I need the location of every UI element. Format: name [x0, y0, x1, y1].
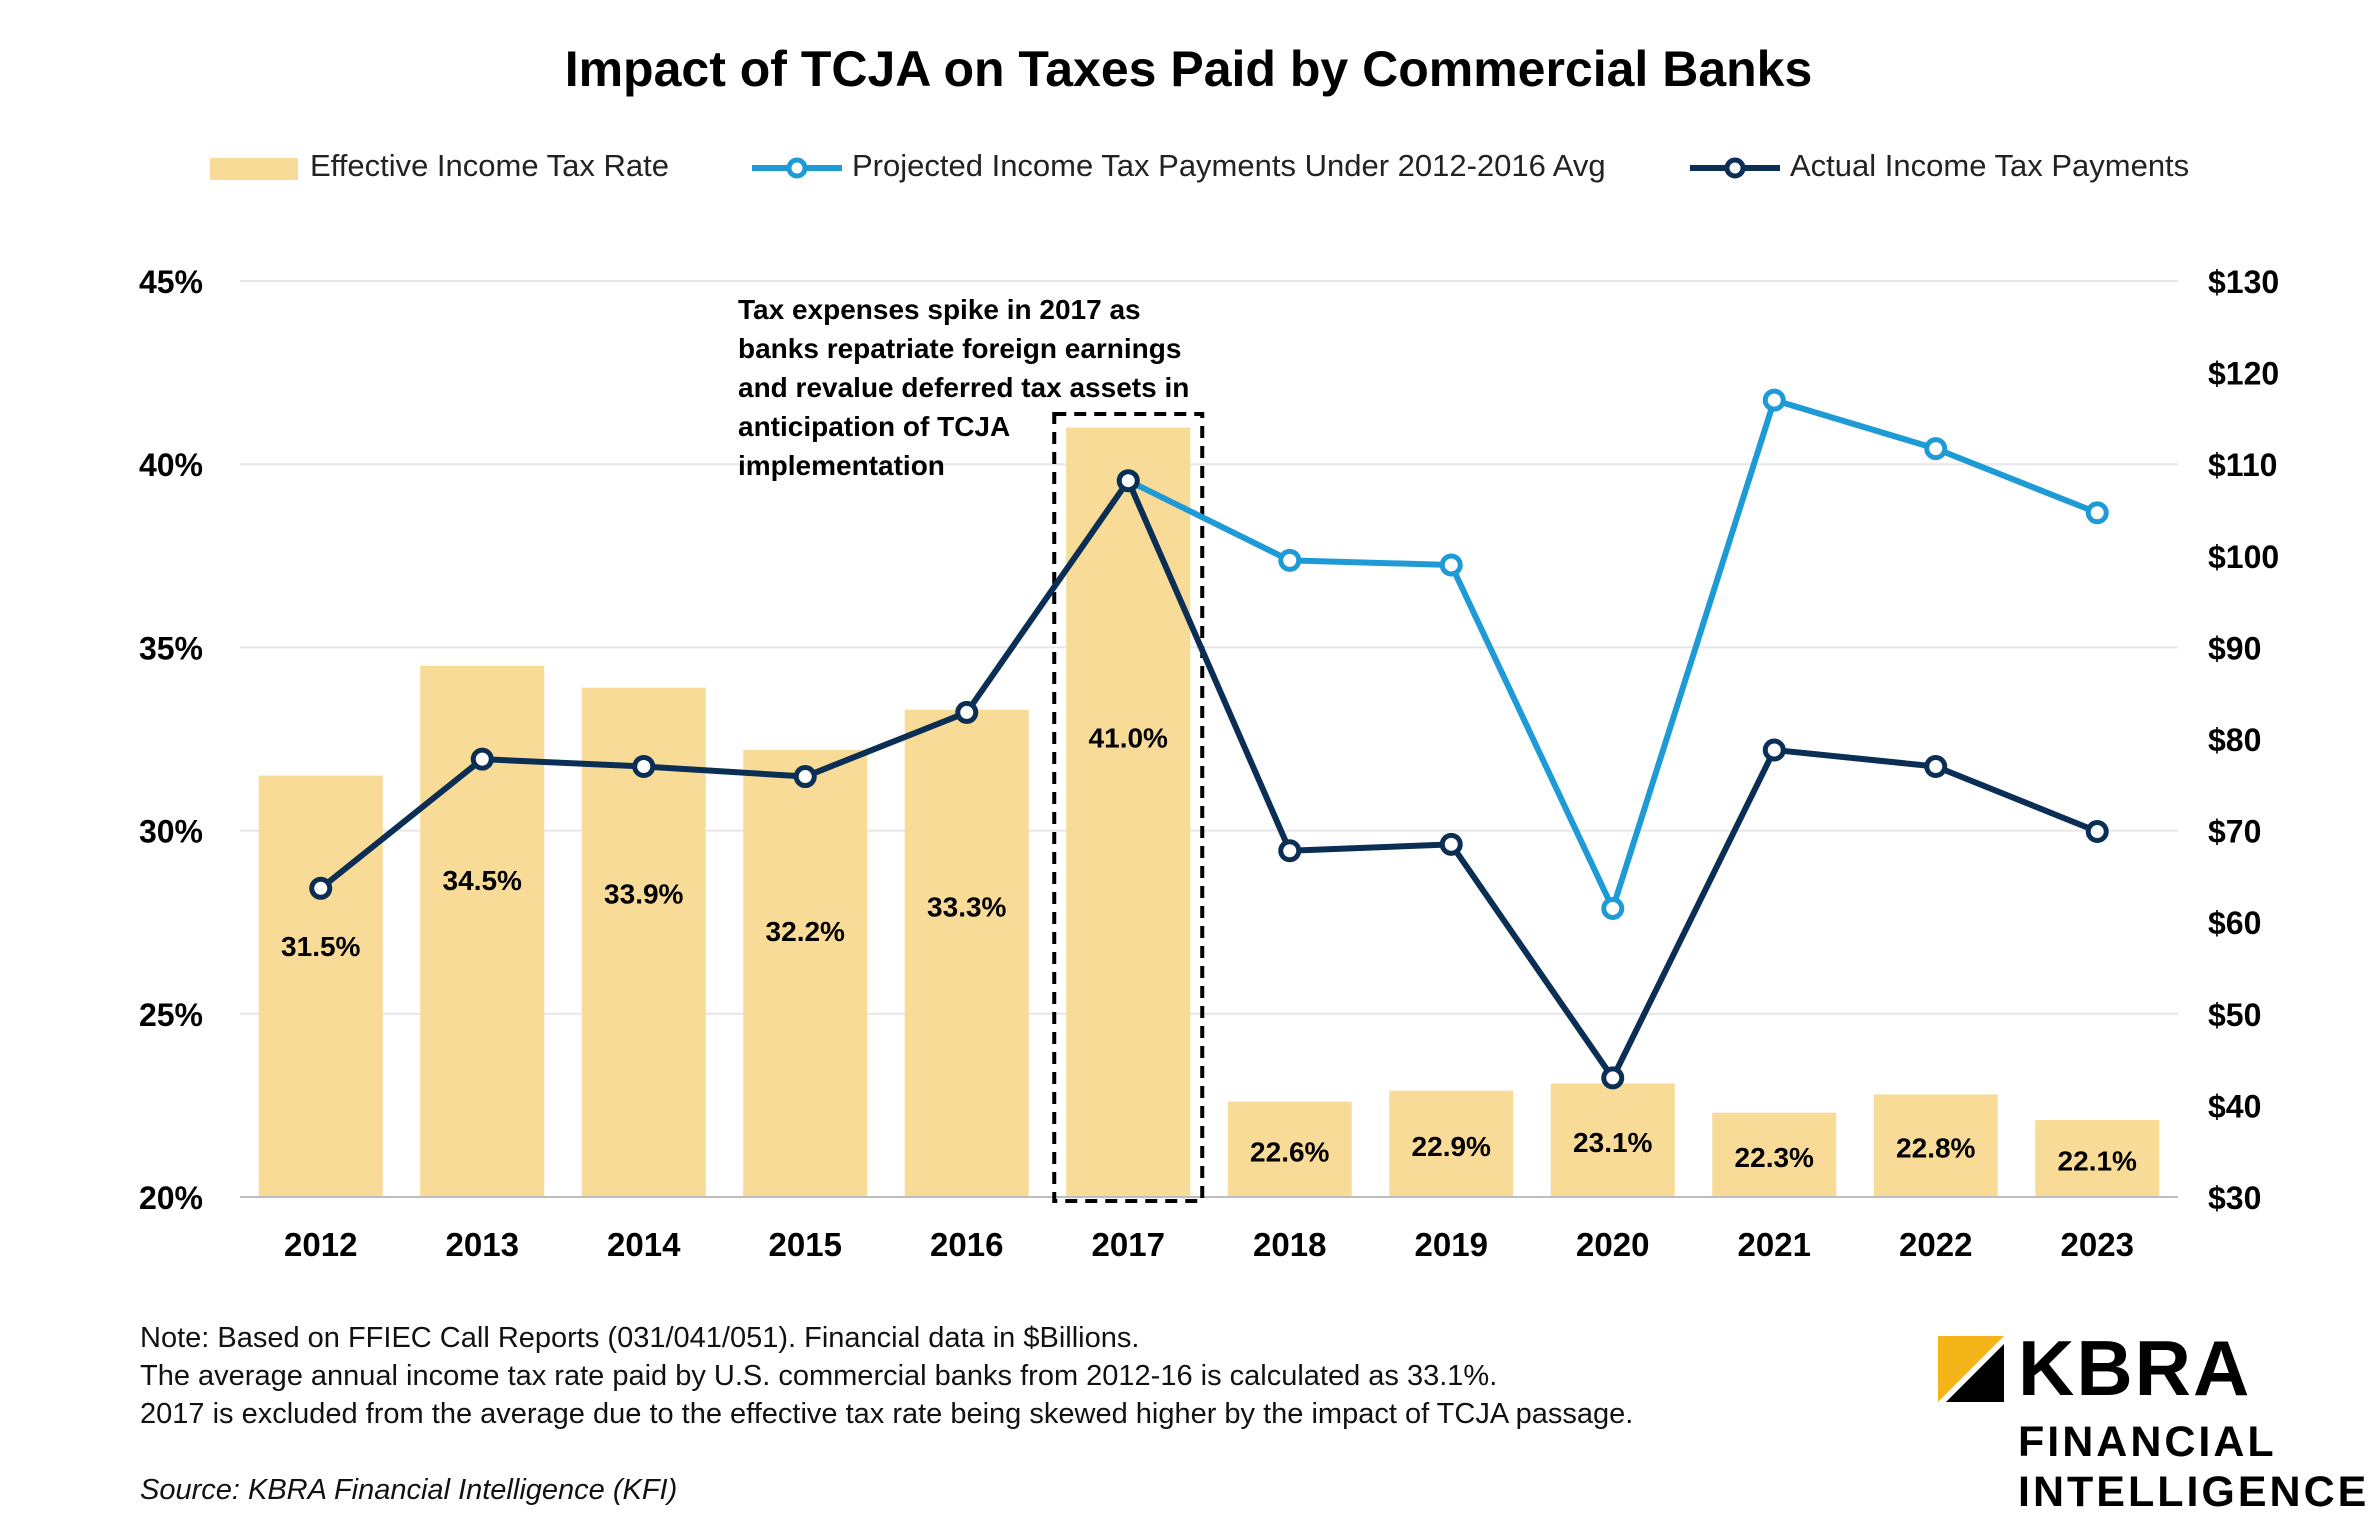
- x-tick-label: 2015: [769, 1226, 842, 1263]
- actual-point-2020: [1601, 1066, 1625, 1090]
- actual-line: [318, 477, 2099, 1081]
- legend-label-actual: Actual Income Tax Payments: [1790, 148, 2190, 183]
- annotation-2017: Tax expenses spike in 2017 as banks repa…: [738, 290, 1258, 485]
- x-tick-label: 2014: [607, 1226, 681, 1263]
- chart-title: Impact of TCJA on Taxes Paid by Commerci…: [564, 41, 1813, 97]
- y-right-tick-label: $50: [2208, 997, 2261, 1033]
- bar-2020: [1550, 1083, 1675, 1197]
- bar-value-label: 33.9%: [604, 878, 683, 909]
- y-left-tick-label: 40%: [139, 447, 203, 483]
- logo-line-intelligence: INTELLIGENCE: [2018, 1468, 2370, 1516]
- projected-point-2022: [1924, 437, 1948, 461]
- actual-point-2016: [955, 700, 979, 724]
- y-right-tick-label: $100: [2208, 539, 2279, 575]
- bar-value-label: 22.3%: [1735, 1142, 1814, 1173]
- bar-value-label: 41.0%: [1089, 722, 1168, 753]
- x-tick-label: 2018: [1253, 1226, 1326, 1263]
- x-tick-label: 2020: [1576, 1226, 1649, 1263]
- x-tick-label: 2016: [930, 1226, 1003, 1263]
- kbra-logo-icon: [1938, 1336, 2004, 1402]
- annotation-line: and revalue deferred tax assets in: [738, 372, 1190, 403]
- bar-value-label: 31.5%: [281, 931, 360, 962]
- annotation-line: Tax expenses spike in 2017 as: [738, 294, 1141, 325]
- bar-value-label: 34.5%: [443, 865, 522, 896]
- y-left-tick-label: 35%: [139, 630, 203, 666]
- logo-name: KBRA: [2018, 1324, 2252, 1412]
- bar-value-label: 22.1%: [2058, 1146, 2137, 1177]
- bar-value-label: 22.9%: [1412, 1131, 1491, 1162]
- x-tick-label: 2023: [2061, 1226, 2134, 1263]
- actual-point-2018: [1278, 839, 1302, 863]
- bar-value-label: 22.6%: [1250, 1136, 1329, 1167]
- x-tick-label: 2013: [446, 1226, 519, 1263]
- actual-point-2012: [309, 876, 333, 900]
- bar-2022: [1873, 1094, 1998, 1197]
- annotation-line: banks repatriate foreign earnings: [738, 333, 1182, 364]
- x-tick-label: 2012: [284, 1226, 357, 1263]
- bar-2018: [1227, 1101, 1352, 1197]
- y-left-tick-label: 30%: [139, 814, 203, 850]
- note-line-3: 2017 is excluded from the average due to…: [140, 1398, 1634, 1430]
- y-right-tick-label: $60: [2208, 905, 2261, 941]
- bar-2023: [2035, 1120, 2160, 1197]
- projected-point-2018: [1278, 548, 1302, 572]
- highlight-box-2017: [1052, 412, 1205, 1203]
- projected-point-2019: [1439, 553, 1463, 577]
- bar-value-label: 33.3%: [927, 892, 1006, 923]
- source-note: Source: KBRA Financial Intelligence (KFI…: [140, 1474, 678, 1506]
- annotation-line: implementation: [738, 450, 945, 481]
- legend-swatches: [210, 157, 1780, 180]
- legend-marker-projected: [786, 157, 808, 179]
- logo-line-financial: FINANCIAL: [2018, 1418, 2277, 1466]
- actual-point-2013: [470, 747, 494, 771]
- actual-point-2022: [1924, 754, 1948, 778]
- y-right-tick-label: $120: [2208, 356, 2279, 392]
- bar-2016: [904, 709, 1029, 1197]
- bar-2017: [1066, 427, 1191, 1197]
- projected-point-2021: [1762, 388, 1786, 412]
- actual-point-2014: [632, 754, 656, 778]
- y-left-tick-label: 25%: [139, 997, 203, 1033]
- legend-swatch-bar: [210, 158, 298, 180]
- x-tick-label: 2019: [1415, 1226, 1488, 1263]
- x-tick-label: 2022: [1899, 1226, 1972, 1263]
- projected-line: [1126, 397, 2099, 912]
- x-tick-label: 2017: [1092, 1226, 1165, 1263]
- y-left-tick-label: 20%: [139, 1180, 203, 1216]
- bar-2015: [743, 749, 868, 1197]
- actual-point-2023: [2085, 820, 2109, 844]
- legend-label-projected: Projected Income Tax Payments Under 2012…: [852, 148, 1606, 183]
- legend-marker-actual: [1724, 157, 1746, 179]
- bar-2021: [1712, 1112, 1837, 1197]
- y-right-tick-label: $90: [2208, 630, 2261, 666]
- y-right-tick-label: $30: [2208, 1180, 2261, 1216]
- bar-value-label: 22.8%: [1896, 1133, 1975, 1164]
- y-right-tick-label: $130: [2208, 264, 2279, 300]
- actual-point-2017: [1116, 469, 1140, 493]
- bar-2012: [258, 775, 383, 1197]
- projected-point-2023: [2085, 501, 2109, 525]
- bar-2013: [420, 665, 545, 1197]
- y-left-tick-label: 45%: [139, 264, 203, 300]
- note-line-1: Note: Based on FFIEC Call Reports (031/0…: [140, 1322, 1140, 1354]
- actual-point-2019: [1439, 832, 1463, 856]
- y-right-tick-label: $70: [2208, 814, 2261, 850]
- note-line-2: The average annual income tax rate paid …: [140, 1360, 1498, 1392]
- legend-label-bar: Effective Income Tax Rate: [310, 148, 669, 183]
- bar-value-label: 23.1%: [1573, 1127, 1652, 1158]
- bar-value-label: 32.2%: [766, 916, 845, 947]
- x-tick-label: 2021: [1738, 1226, 1811, 1263]
- annotation-line: anticipation of TCJA: [738, 411, 1011, 442]
- actual-point-2015: [793, 765, 817, 789]
- y-right-tick-label: $40: [2208, 1088, 2261, 1124]
- actual-point-2021: [1762, 738, 1786, 762]
- y-right-tick-label: $110: [2208, 447, 2277, 483]
- y-right-tick-label: $80: [2208, 722, 2261, 758]
- bar-2019: [1389, 1090, 1514, 1197]
- projected-point-2020: [1601, 896, 1625, 920]
